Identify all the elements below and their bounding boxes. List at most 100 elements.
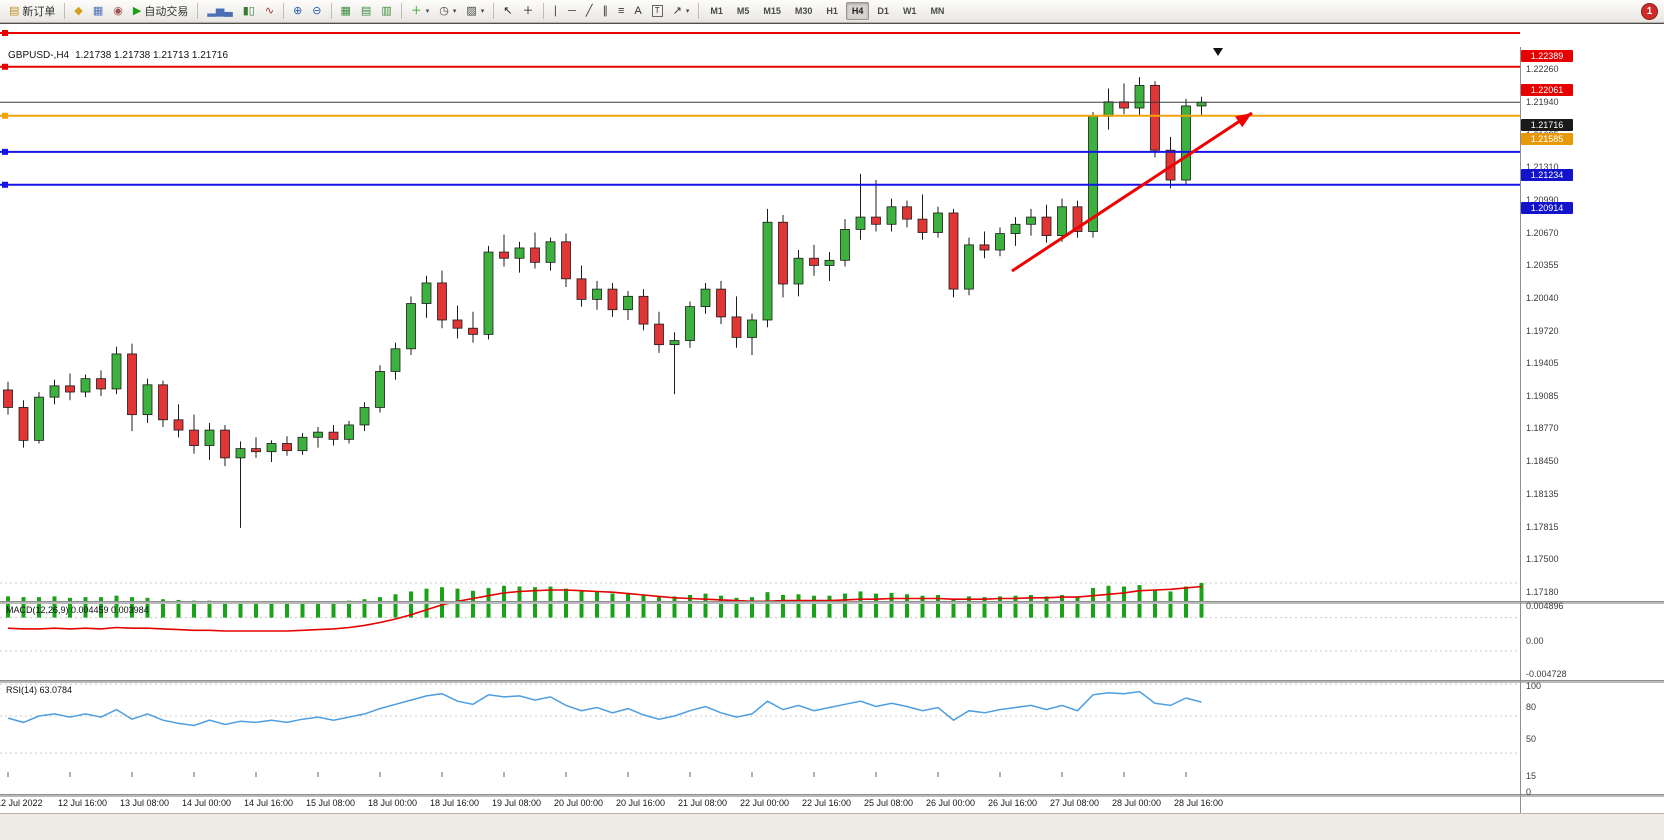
line-chart-button[interactable]: ∿ (261, 1, 278, 21)
auto-trading-icon: ▶ (132, 4, 142, 17)
price-axis-label: 1.21940 (1526, 97, 1559, 108)
shapes-button[interactable]: ↗ ▾ (669, 1, 694, 21)
add-indicator-button[interactable]: ＋ ▾ (407, 1, 434, 21)
price-axis-label: 1.18135 (1526, 488, 1559, 499)
time-axis-label: 22 Jul 00:00 (740, 798, 790, 808)
periods-menu-icon: ◷ (439, 4, 449, 17)
auto-trading-label: 自动交易 (144, 6, 189, 18)
trend-arrow-head[interactable] (1235, 113, 1252, 128)
tile-horizontal-button[interactable]: ▤ (357, 1, 375, 21)
time-marker-icon[interactable] (1213, 48, 1223, 56)
time-axis-label: 18 Jul 00:00 (368, 798, 418, 808)
text-button[interactable]: A (630, 1, 645, 21)
time-axis-label: 22 Jul 16:00 (802, 798, 852, 808)
timeframe-mn-button[interactable]: MN (930, 6, 945, 16)
zoom-out-icon: ⊖ (312, 4, 322, 17)
time-axis-label: 14 Jul 00:00 (182, 798, 232, 808)
navigator-button[interactable]: ◉ (109, 1, 127, 21)
price-line-tag: 1.21716 (1521, 119, 1573, 132)
timeframe-h4-button[interactable]: H4 (845, 2, 870, 20)
timeframe-d1-button[interactable]: D1 (877, 6, 889, 16)
candlestick-icon: ▮▯ (242, 4, 255, 17)
line-handle[interactable] (2, 181, 8, 188)
fibonacci-icon: ≡ (617, 4, 625, 17)
time-axis[interactable] (0, 796, 1664, 812)
trendline-button[interactable]: ╱ (582, 1, 597, 21)
macd-signal-line (7, 585, 1202, 632)
text-label-button[interactable]: T (648, 1, 667, 21)
zoom-out-button[interactable]: ⊖ (308, 1, 325, 21)
cursor-button[interactable]: ↖ (499, 1, 516, 21)
new-order-button[interactable]: ▤ 新订单 (5, 1, 59, 21)
trendline-icon: ╱ (585, 4, 593, 17)
toolbar: ▤ 新订单 ◆ ▦ ◉ ▶ 自动交易 ▂▅▃ ▮▯ ∿ ⊕ ⊖ ▦ ▤ ▥ ＋ ▾ ◷ ▾ ▨ ▾ ↖ ＋ ∣ ─ ╱ ∥ ≡ A T ↗ ▾… (0, 0, 1664, 23)
zoom-in-button[interactable]: ⊕ (289, 1, 306, 21)
time-axis-label: 26 Jul 16:00 (988, 798, 1038, 808)
price-axis-label: 1.20355 (1526, 260, 1559, 271)
macd-axis-label: -0.004728 (1526, 669, 1567, 679)
tile-windows-button[interactable]: ▦ (337, 1, 355, 21)
macd-axis-label: 0.00 (1526, 635, 1544, 646)
line-handle[interactable] (2, 112, 8, 119)
price-axis-label: 1.20990 (1526, 194, 1559, 205)
macd-axis-label: 0.004896 (1526, 601, 1564, 611)
rsi-indicator-label: RSI(14) 63.0784 (6, 685, 73, 695)
rsi-axis-label: 0 (1526, 787, 1532, 797)
periods-menu-button[interactable]: ◷ ▾ (435, 1, 460, 21)
notifications-badge[interactable]: 1 (1641, 3, 1658, 20)
tile-windows-icon: ▦ (340, 4, 351, 17)
rsi-timeaxis-splitter[interactable] (0, 794, 1664, 797)
toolbar-separator (330, 3, 332, 19)
chart-ohlc-values: 1.21738 1.21738 1.21713 1.21716 (75, 50, 229, 61)
toolbar-separator (493, 3, 495, 19)
timeframe-m5-button[interactable]: M5 (736, 6, 750, 16)
price-axis-label: 1.19405 (1526, 358, 1559, 369)
timeframe-m1-button[interactable]: M1 (710, 6, 723, 16)
price-axis-separator (1520, 47, 1521, 813)
horizontal-line-button[interactable]: ─ (564, 1, 580, 21)
auto-trading-button[interactable]: ▶ 自动交易 (129, 1, 192, 21)
price-axis-label: 1.17500 (1526, 554, 1559, 565)
vertical-line-button[interactable]: ∣ (549, 1, 563, 21)
tile-vertical-icon: ▥ (381, 4, 392, 17)
templates-menu-button[interactable]: ▨ ▾ (462, 1, 488, 21)
main-macd-splitter[interactable] (0, 601, 1664, 604)
price-axis-label: 1.19720 (1526, 325, 1559, 336)
chart-canvas[interactable] (0, 24, 1664, 840)
tile-vertical-button[interactable]: ▥ (377, 1, 395, 21)
line-handle[interactable] (2, 148, 8, 155)
price-axis-label: 1.18770 (1526, 423, 1559, 434)
timeframe-m30-button[interactable]: M30 (794, 6, 813, 16)
chart-area[interactable]: GBPUSD-,H4 1.21738 1.21738 1.21713 1.2171… (0, 23, 1664, 840)
crosshair-button[interactable]: ＋ (519, 1, 538, 21)
line-handle[interactable] (2, 63, 8, 70)
market-watch-button[interactable]: ◆ (70, 1, 86, 21)
rsi-axis-label: 15 (1526, 771, 1537, 782)
fibonacci-button[interactable]: ≡ (614, 1, 628, 21)
candlestick-button[interactable]: ▮▯ (239, 1, 259, 21)
rsi-axis-label: 50 (1526, 734, 1537, 744)
bar-chart-icon: ▂▅▃ (207, 4, 233, 17)
dropdown-caret-icon: ▾ (452, 8, 457, 15)
text-icon: A (634, 4, 642, 17)
price-axis-label: 1.21310 (1526, 162, 1559, 173)
trend-arrow-line[interactable] (1011, 111, 1253, 273)
time-axis-label: 25 Jul 08:00 (864, 798, 914, 808)
timeframe-w1-button[interactable]: W1 (902, 6, 917, 16)
line-handle[interactable] (2, 30, 8, 36)
new-order-icon: ▤ (9, 4, 20, 17)
macd-rsi-splitter[interactable] (0, 680, 1664, 683)
channel-button[interactable]: ∥ (598, 1, 612, 21)
chart-title: GBPUSD-,H4 1.21738 1.21738 1.21713 1.2171… (8, 50, 228, 61)
timeframe-h1-button[interactable]: H1 (826, 6, 838, 16)
time-axis-label: 20 Jul 00:00 (554, 798, 604, 808)
rsi-line (7, 690, 1202, 727)
data-window-button[interactable]: ▦ (89, 1, 107, 21)
price-line-tag: 1.21585 (1521, 132, 1573, 145)
time-axis-label: 18 Jul 16:00 (430, 798, 480, 808)
bar-chart-button[interactable]: ▂▅▃ (203, 1, 236, 21)
time-axis-label: 21 Jul 08:00 (678, 798, 728, 808)
timeframe-m15-button[interactable]: M15 (763, 6, 781, 16)
toolbar-separator (698, 3, 700, 19)
time-axis-label: 12 Jul 16:00 (58, 798, 108, 808)
